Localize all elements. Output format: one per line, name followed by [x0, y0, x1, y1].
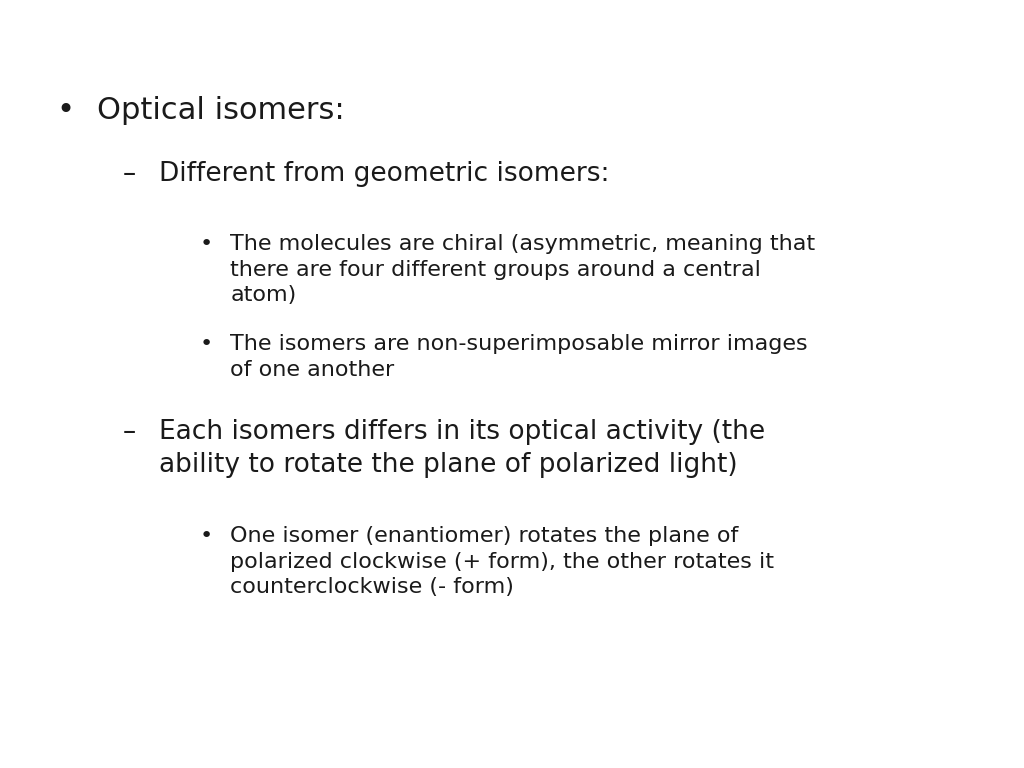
Text: •: • [200, 526, 213, 546]
Text: –: – [123, 161, 136, 187]
Text: Different from geometric isomers:: Different from geometric isomers: [159, 161, 609, 187]
Text: •: • [56, 96, 75, 125]
Text: Optical isomers:: Optical isomers: [97, 96, 345, 125]
Text: •: • [200, 234, 213, 254]
Text: •: • [200, 334, 213, 354]
Text: Each isomers differs in its optical activity (the
ability to rotate the plane of: Each isomers differs in its optical acti… [159, 419, 765, 478]
Text: The isomers are non-superimposable mirror images
of one another: The isomers are non-superimposable mirro… [230, 334, 808, 379]
Text: –: – [123, 419, 136, 445]
Text: The molecules are chiral (asymmetric, meaning that
there are four different grou: The molecules are chiral (asymmetric, me… [230, 234, 815, 306]
Text: One isomer (enantiomer) rotates the plane of
polarized clockwise (+ form), the o: One isomer (enantiomer) rotates the plan… [230, 526, 774, 598]
